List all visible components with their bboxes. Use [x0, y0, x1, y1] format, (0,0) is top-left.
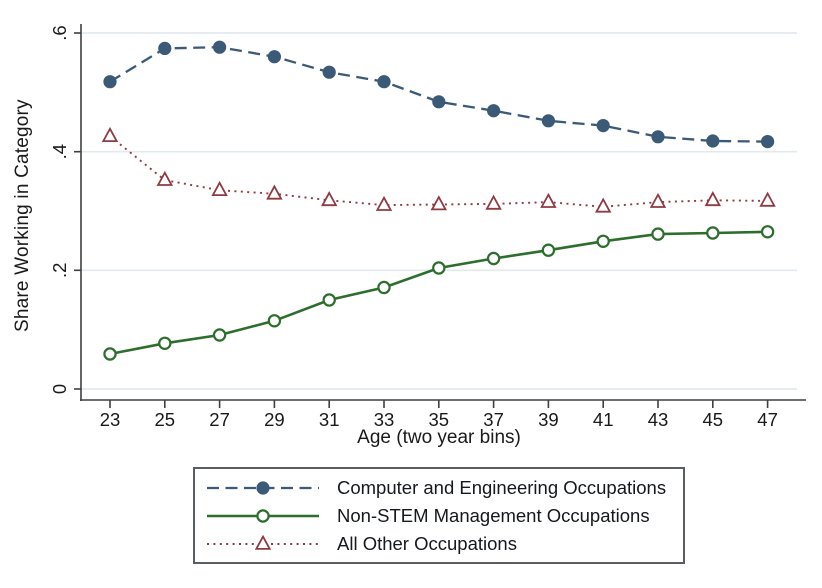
legend-sample-all-other-occupations [207, 534, 319, 550]
marker-computer-and-engineering-occupations-33 [377, 75, 391, 89]
marker-non-stem-management-occupations-35 [432, 261, 446, 275]
series-non-stem-management-occupations [103, 225, 775, 361]
marker-computer-and-engineering-occupations-27 [213, 40, 227, 54]
marker-all-other-occupations-45 [704, 191, 722, 207]
x-tick-label-29: 29 [264, 409, 285, 430]
marker-all-other-occupations-35 [430, 195, 448, 211]
legend-row-all-other-occupations: All Other Occupations [205, 530, 679, 558]
y-tick-label-0: 0 [49, 384, 70, 394]
marker-all-other-occupations-25 [156, 170, 174, 186]
x-tick-label-45: 45 [703, 409, 724, 430]
marker-all-other-occupations-39 [540, 192, 557, 208]
marker-non-stem-management-occupations-43 [651, 227, 665, 241]
x-tick-label-35: 35 [429, 409, 450, 430]
legend-marker-non-stem-management-occupations [256, 508, 270, 523]
marker-non-stem-management-occupations-47 [760, 225, 775, 239]
x-tick-label-31: 31 [319, 409, 340, 430]
marker-non-stem-management-occupations-29 [267, 314, 282, 328]
marker-all-other-occupations-23 [101, 126, 119, 142]
marker-computer-and-engineering-occupations-45 [706, 134, 720, 148]
legend-label-computer-and-engineering-occupations: Computer and Engineering Occupations [337, 476, 667, 498]
marker-computer-and-engineering-occupations-23 [103, 75, 117, 89]
x-tick-label-23: 23 [100, 409, 121, 430]
marker-all-other-occupations-47 [759, 191, 776, 207]
x-tick-label-43: 43 [648, 409, 669, 430]
plot-area: 0 .2 .4 .6 23 25 27 29 31 33 35 37 39 41 43 45 47 [49, 24, 806, 430]
marker-computer-and-engineering-occupations-35 [432, 95, 446, 109]
x-axis-title: Age (two year bins) [357, 427, 521, 448]
legend-row-non-stem-management-occupations: Non-STEM Management Occupations [205, 502, 679, 530]
marker-computer-and-engineering-occupations-43 [651, 130, 665, 144]
marker-non-stem-management-occupations-27 [212, 328, 227, 342]
y-tick-label-.2: .2 [49, 263, 70, 278]
legend-marker-computer-and-engineering-occupations [256, 480, 270, 495]
marker-all-other-occupations-43 [649, 192, 667, 208]
y-tick-label-.6: .6 [49, 25, 70, 40]
marker-all-other-occupations-31 [320, 191, 338, 207]
marker-all-other-occupations-37 [485, 194, 502, 210]
marker-computer-and-engineering-occupations-37 [487, 104, 501, 118]
marker-non-stem-management-occupations-45 [706, 226, 720, 240]
series-computer-and-engineering-occupations [103, 40, 775, 149]
legend-label-non-stem-management-occupations: Non-STEM Management Occupations [337, 504, 650, 526]
marker-non-stem-management-occupations-39 [541, 243, 556, 257]
x-tick-label-27: 27 [209, 409, 230, 430]
y-tick-label-.4: .4 [49, 144, 70, 159]
marker-non-stem-management-occupations-25 [158, 336, 172, 350]
legend-sample-computer-and-engineering-occupations [207, 480, 319, 495]
marker-all-other-occupations-41 [594, 197, 612, 213]
marker-computer-and-engineering-occupations-25 [158, 41, 172, 56]
marker-non-stem-management-occupations-31 [322, 293, 336, 307]
marker-computer-and-engineering-occupations-31 [322, 65, 336, 79]
marker-non-stem-management-occupations-37 [486, 251, 501, 266]
marker-computer-and-engineering-occupations-29 [267, 50, 281, 64]
marker-non-stem-management-occupations-41 [596, 234, 610, 248]
x-tick-label-33: 33 [374, 409, 395, 430]
series-all-other-occupations [101, 126, 776, 213]
marker-computer-and-engineering-occupations-41 [596, 119, 610, 133]
series-line-computer-and-engineering-occupations [109, 46, 768, 143]
marker-non-stem-management-occupations-23 [103, 347, 117, 361]
series-line-non-stem-management-occupations [109, 230, 768, 356]
marker-all-other-occupations-27 [211, 180, 228, 196]
x-tick-label-37: 37 [483, 409, 504, 430]
x-tick-label-39: 39 [538, 409, 559, 430]
marker-non-stem-management-occupations-33 [377, 280, 391, 295]
legend-marker-all-other-occupations [254, 534, 272, 550]
marker-computer-and-engineering-occupations-39 [541, 114, 556, 128]
legend-sample-non-stem-management-occupations [207, 508, 319, 523]
x-tick-label-25: 25 [155, 409, 176, 430]
marker-all-other-occupations-33 [375, 195, 393, 211]
x-tick-label-41: 41 [593, 409, 614, 430]
legend-label-all-other-occupations: All Other Occupations [337, 532, 517, 554]
marker-all-other-occupations-29 [266, 184, 283, 200]
legend: Computer and Engineering Occupations Non-… [193, 467, 685, 564]
x-tick-label-47: 47 [757, 409, 778, 430]
marker-computer-and-engineering-occupations-47 [761, 135, 775, 149]
legend-row-computer-and-engineering-occupations: Computer and Engineering Occupations [205, 474, 679, 502]
